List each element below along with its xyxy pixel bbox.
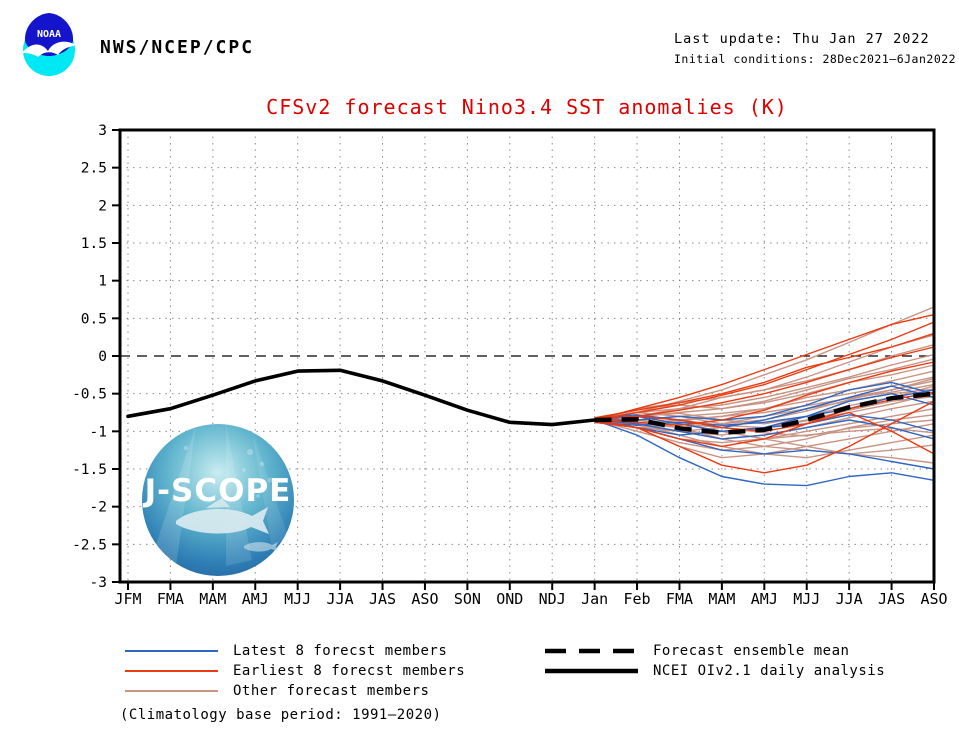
x-tick-label: NDJ (539, 590, 566, 608)
legend-line-earliest8 (125, 670, 218, 672)
ensemble-mean-line (594, 391, 935, 436)
climatology-note: (Climatology base period: 1991–2020) (120, 707, 442, 723)
x-tick-label: Feb (624, 590, 651, 608)
member-line (594, 321, 935, 421)
member-line (594, 346, 935, 421)
x-tick-label: JJA (836, 590, 863, 608)
legend-item-latest8: Latest 8 forecst members (124, 643, 448, 659)
y-tick-label: -3 (90, 575, 107, 591)
x-tick-label: JAS (878, 590, 905, 608)
jscope-fish-fin (206, 498, 230, 508)
jscope-small-fish-icon (244, 542, 278, 552)
legend-line-other (125, 690, 218, 692)
member-line (594, 385, 935, 429)
jscope-bubbles (184, 446, 273, 498)
member-line (594, 353, 935, 419)
y-tick-label: 3 (98, 123, 107, 139)
initial-conditions-text: Initial conditions: 28Dec2021–6Jan2022 (674, 52, 957, 66)
y-tick-label: 1 (98, 274, 107, 290)
x-tick-label: JAS (369, 590, 396, 608)
x-tick-label: ASO (920, 590, 947, 608)
jscope-watermark: J-SCOPE (142, 424, 294, 576)
legend-label-latest8: Latest 8 forecst members (233, 643, 448, 659)
axis-labels: -3 -2.5 -2 -1.5 -1 -0.5 0 0.5 1 1.5 2 2.5 3 JFM FMA MAM… (72, 123, 947, 608)
member-line (594, 400, 935, 474)
x-tick-label: MAM (199, 590, 226, 608)
y-tick-label: -1.5 (72, 462, 107, 478)
x-tick-label: AMJ (242, 590, 269, 608)
noaa-logo-graphic: NOAA (22, 13, 76, 76)
y-tick-label: 2 (98, 198, 107, 214)
y-tick-label: -2 (90, 500, 107, 516)
jscope-lightray (152, 426, 196, 566)
data-series (126, 306, 935, 487)
noaa-logo-text: NOAA (37, 29, 61, 40)
member-line (594, 332, 935, 419)
member-line (594, 381, 935, 421)
x-tick-label: OND (496, 590, 523, 608)
legend-label-ncei-analysis: NCEI OIv2.1 daily analysis (653, 663, 886, 679)
x-tick-label: JFM (114, 590, 141, 608)
member-line (594, 391, 935, 448)
member-line (594, 385, 935, 425)
legend-line-ensemble-mean (545, 648, 638, 654)
x-tick-label: AMJ (751, 590, 778, 608)
y-tick-label: 1.5 (81, 236, 107, 252)
y-tick-label: -0.5 (72, 387, 107, 403)
legend-label-earliest8: Earliest 8 forecst members (233, 663, 466, 679)
agency-title: NWS/NCEP/CPC (100, 37, 255, 58)
x-tick-label: SON (454, 590, 481, 608)
x-tick-label: MJJ (284, 590, 311, 608)
jscope-circle (142, 424, 294, 576)
member-line (594, 419, 935, 487)
jscope-lightray (252, 432, 288, 548)
last-update-text: Last update: Thu Jan 27 2022 (674, 31, 930, 47)
x-tick-label: Jan (581, 590, 608, 608)
x-tick-label: FMA (666, 590, 693, 608)
y-tick-label: 0.5 (81, 311, 107, 327)
x-tick-label: FMA (157, 590, 184, 608)
legend-item-other: Other forecast members (124, 683, 430, 699)
y-tick-label: 2.5 (81, 161, 107, 177)
x-tick-label: MJJ (793, 590, 820, 608)
plot-border (118, 128, 936, 584)
legend-item-ensemble-mean: Forecast ensemble mean (544, 643, 850, 659)
jscope-fish-icon (176, 507, 269, 534)
noaa-logo: NOAA (18, 11, 80, 77)
member-line (594, 306, 935, 421)
noaa-logo-seagull-icon (22, 41, 76, 57)
member-line (594, 344, 935, 421)
legend-label-ensemble-mean: Forecast ensemble mean (653, 643, 850, 659)
legend-line-ncei-analysis (545, 668, 638, 674)
member-line (594, 313, 935, 421)
legend-item-ncei-analysis: NCEI OIv2.1 daily analysis (544, 663, 886, 679)
legend-label-other: Other forecast members (233, 683, 430, 699)
legend-item-earliest8: Earliest 8 forecst members (124, 663, 466, 679)
y-tick-label: 0 (98, 349, 107, 365)
legend-line-latest8 (125, 650, 218, 652)
y-tick-label: -2.5 (72, 537, 107, 553)
y-tick-label: -1 (90, 424, 107, 440)
observed-line (126, 368, 597, 427)
plot-frame (112, 128, 936, 590)
x-tick-label: MAM (708, 590, 735, 608)
jscope-text: J-SCOPE (143, 473, 292, 509)
update-info: Last update: Thu Jan 27 2022 Initial con… (674, 31, 956, 66)
x-tick-label: JJA (327, 590, 354, 608)
chart-title: CFSv2 forecast Nino3.4 SST anomalies (K) (266, 95, 788, 119)
x-tick-label: ASO (411, 590, 438, 608)
